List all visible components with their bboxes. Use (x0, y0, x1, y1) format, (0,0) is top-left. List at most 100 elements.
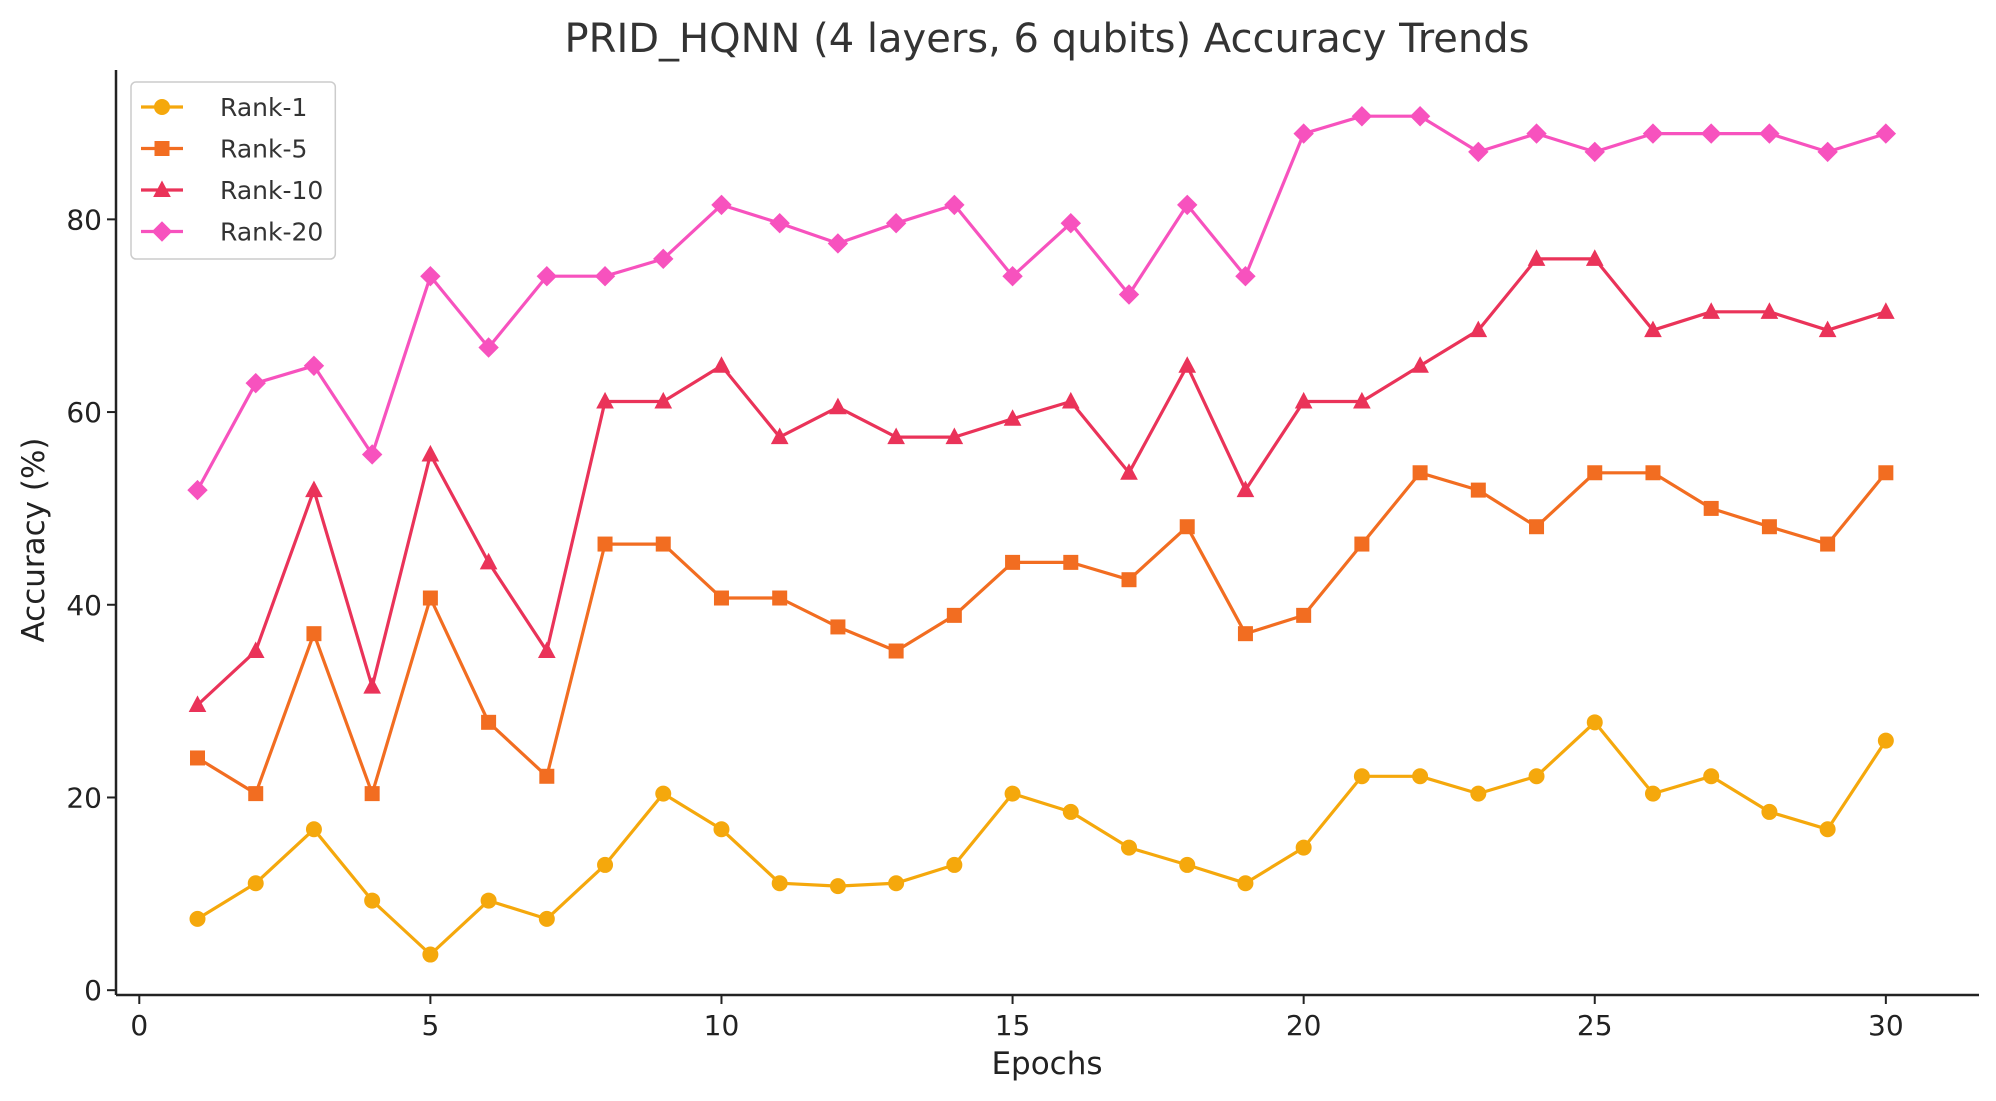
series-line-rank-10 (196, 257, 1887, 707)
data-point-rank-20 (1817, 141, 1838, 163)
x-tick-label: 5 (421, 1009, 439, 1042)
data-point-rank-5 (1878, 465, 1894, 481)
series-line-rank-20 (196, 114, 1887, 491)
data-point-rank-5 (422, 590, 438, 606)
data-point-rank-10 (1760, 302, 1779, 319)
axes (114, 70, 1979, 997)
data-point-rank-1 (1819, 821, 1836, 838)
data-point-rank-10 (363, 677, 381, 694)
data-point-rank-10 (770, 427, 789, 445)
data-point-rank-5 (1237, 626, 1253, 642)
data-point-rank-10 (712, 356, 731, 373)
data-point-rank-10 (1236, 480, 1255, 498)
y-tick-label: 20 (66, 781, 102, 814)
x-axis-label: Epochs (991, 1046, 1102, 1082)
data-point-rank-5 (772, 590, 788, 606)
legend-swatch-marker (154, 99, 170, 115)
data-point-rank-5 (1529, 519, 1545, 535)
data-point-rank-5 (481, 714, 497, 730)
data-point-rank-5 (190, 750, 206, 766)
data-point-rank-10 (1702, 302, 1721, 319)
legend-label: Rank-20 (220, 218, 323, 247)
data-point-rank-1 (1295, 839, 1312, 856)
data-point-rank-10 (1527, 249, 1546, 266)
data-point-rank-1 (1179, 856, 1196, 873)
y-axis-label: Accuracy (%) (16, 437, 52, 642)
legend-swatch-marker (153, 180, 171, 197)
data-point-rank-5 (1645, 465, 1661, 481)
data-point-rank-10 (1003, 409, 1022, 426)
data-point-rank-20 (653, 248, 674, 270)
data-point-rank-20 (1700, 123, 1722, 144)
series-rank-5 (190, 465, 1894, 802)
data-point-rank-1 (538, 910, 555, 927)
data-point-rank-5 (1121, 572, 1137, 588)
data-point-rank-20 (187, 479, 208, 501)
series-layer (187, 106, 1897, 963)
series-line-rank-1 (196, 720, 1888, 957)
data-point-rank-20 (1642, 123, 1664, 144)
legend-item-rank-5: Rank-5 (141, 135, 307, 164)
data-point-rank-20 (1002, 265, 1023, 287)
data-point-rank-1 (1703, 768, 1720, 785)
data-point-rank-20 (536, 265, 558, 287)
x-tick-label: 20 (1286, 1009, 1322, 1042)
data-point-rank-10 (479, 552, 498, 570)
data-point-rank-20 (478, 337, 499, 358)
data-point-rank-20 (361, 444, 383, 465)
data-point-rank-5 (1354, 536, 1370, 552)
data-point-rank-1 (1528, 768, 1545, 785)
legend-item-rank-20: Rank-20 (141, 218, 323, 247)
series-line-rank-5 (196, 471, 1888, 796)
data-point-rank-10 (1120, 463, 1138, 480)
data-point-rank-1 (771, 875, 788, 892)
data-point-rank-20 (1468, 141, 1489, 163)
data-point-rank-1 (422, 946, 439, 963)
data-point-rank-20 (1584, 141, 1605, 163)
data-point-rank-5 (597, 536, 613, 552)
data-point-rank-20 (1177, 194, 1198, 216)
data-point-rank-1 (1470, 785, 1487, 802)
data-point-rank-1 (655, 785, 672, 802)
legend-label: Rank-5 (220, 135, 307, 164)
data-point-rank-5 (655, 536, 671, 552)
data-point-rank-5 (1470, 482, 1486, 498)
legend-item-rank-1: Rank-1 (141, 93, 307, 122)
data-point-rank-5 (364, 786, 380, 802)
data-point-rank-1 (1353, 768, 1370, 785)
data-point-rank-20 (827, 233, 849, 254)
data-point-rank-20 (1060, 212, 1081, 234)
data-point-rank-5 (888, 643, 904, 659)
data-point-rank-1 (247, 875, 264, 892)
data-point-rank-1 (305, 821, 322, 838)
series-rank-20 (187, 106, 1897, 501)
data-point-rank-20 (303, 355, 325, 377)
data-point-rank-5 (1412, 465, 1428, 481)
data-point-rank-10 (1469, 320, 1488, 338)
data-point-rank-5 (1587, 465, 1603, 481)
data-point-rank-10 (1294, 391, 1313, 409)
x-ticks: 0 5 10 15 20 25 30 (130, 995, 1904, 1042)
data-point-rank-10 (1411, 356, 1429, 373)
data-point-rank-10 (829, 397, 847, 415)
data-point-rank-1 (189, 910, 206, 927)
data-point-rank-1 (597, 856, 614, 873)
data-point-rank-10 (246, 641, 265, 659)
x-tick-label: 25 (1577, 1009, 1613, 1042)
data-point-rank-1 (888, 875, 905, 892)
data-point-rank-1 (1062, 803, 1079, 820)
data-point-rank-20 (769, 212, 790, 234)
legend-box (130, 81, 337, 260)
data-point-rank-5 (713, 590, 729, 606)
legend-label: Rank-1 (220, 93, 307, 122)
data-point-rank-1 (1761, 803, 1778, 820)
data-point-rank-10 (1644, 320, 1662, 338)
legend: Rank-1 Rank-5 Rank-10 Rank-20 (130, 81, 337, 260)
y-tick-label: 40 (66, 589, 102, 622)
data-point-rank-1 (829, 878, 846, 895)
y-tick-label: 60 (66, 396, 102, 429)
data-point-rank-20 (1759, 123, 1780, 144)
data-point-rank-20 (1409, 106, 1431, 127)
data-point-rank-10 (537, 641, 556, 659)
